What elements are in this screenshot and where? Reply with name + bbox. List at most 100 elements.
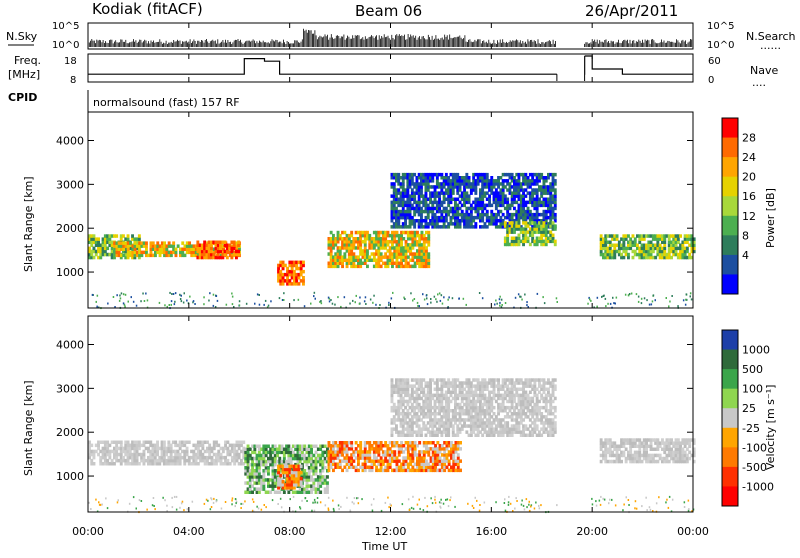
heatmap-cell — [262, 484, 265, 488]
heatmap-cell — [90, 244, 93, 248]
cpid-text: normalsound (fast) 157 RF — [93, 96, 240, 109]
heatmap-cell — [364, 469, 367, 473]
heatmap-cell — [440, 213, 443, 217]
scatter-cell — [439, 292, 441, 294]
heatmap-cell — [108, 453, 111, 457]
heatmap-cell — [355, 441, 358, 445]
heatmap-cell — [359, 444, 362, 448]
heatmap-cell — [446, 447, 449, 451]
heatmap-cell — [387, 231, 390, 235]
heatmap-cell — [328, 469, 331, 473]
heatmap-cell — [397, 173, 400, 177]
heatmap-cell — [474, 222, 477, 226]
heatmap-cell — [138, 237, 141, 241]
heatmap-cell — [490, 210, 493, 214]
heatmap-cell — [447, 415, 450, 419]
heatmap-cell — [636, 244, 639, 248]
heatmap-cell — [420, 213, 423, 217]
heatmap-cell — [413, 409, 416, 413]
heatmap-cell — [490, 403, 493, 407]
scatter-cell — [121, 292, 123, 294]
heatmap-cell — [488, 394, 491, 398]
heatmap-cell — [298, 282, 301, 286]
heatmap-cell — [504, 221, 507, 225]
heatmap-cell — [203, 241, 206, 245]
heatmap-cell — [497, 378, 500, 382]
heatmap-cell — [456, 198, 459, 202]
scatter-cell — [375, 304, 377, 306]
heatmap-cell — [459, 222, 462, 226]
heatmap-cell — [93, 234, 96, 238]
heatmap-cell — [357, 255, 360, 259]
heatmap-cell — [470, 204, 473, 208]
heatmap-cell — [282, 276, 285, 280]
heatmap-cell — [456, 424, 459, 428]
heatmap-cell — [359, 259, 362, 263]
scatter-cell — [213, 294, 215, 296]
heatmap-cell — [215, 462, 218, 466]
heatmap-cell — [427, 427, 430, 431]
heatmap-cell — [465, 191, 468, 195]
heatmap-cell — [391, 434, 394, 438]
heatmap-cell — [454, 388, 457, 392]
scatter-cell — [315, 298, 317, 300]
heatmap-cell — [282, 267, 285, 271]
heatmap-cell — [425, 246, 428, 250]
heatmap-cell — [380, 259, 383, 263]
heatmap-cell — [359, 441, 362, 445]
scatter-cell — [226, 304, 228, 306]
heatmap-cell — [434, 424, 437, 428]
heatmap-cell — [277, 477, 280, 481]
scatter-cell — [147, 299, 149, 301]
heatmap-cell — [211, 450, 214, 454]
scatter-cell — [136, 305, 138, 307]
heatmap-cell — [447, 378, 450, 382]
heatmap-cell — [339, 249, 342, 253]
heatmap-cell — [425, 444, 428, 448]
heatmap-cell — [303, 445, 306, 449]
heatmap-cell — [274, 457, 277, 461]
heatmap-cell — [357, 459, 360, 463]
heatmap-cell — [443, 463, 446, 467]
heatmap-cell — [418, 415, 421, 419]
heatmap-cell — [237, 241, 240, 245]
heatmap-cell — [416, 412, 419, 416]
scatter-cell — [169, 304, 171, 306]
heatmap-cell — [452, 430, 455, 434]
heatmap-cell — [545, 415, 548, 419]
heatmap-cell — [120, 444, 123, 448]
heatmap-cell — [427, 243, 430, 247]
heatmap-cell — [427, 240, 430, 244]
heatmap-cell — [341, 469, 344, 473]
heatmap-cell — [518, 427, 521, 431]
heatmap-cell — [447, 412, 450, 416]
heatmap-cell — [554, 182, 557, 186]
heatmap-cell — [456, 216, 459, 220]
heatmap-cell — [409, 185, 412, 189]
heatmap-cell — [300, 483, 303, 487]
heatmap-cell — [352, 243, 355, 247]
heatmap-cell — [675, 250, 678, 254]
scatter-cell — [494, 304, 496, 306]
heatmap-cell — [393, 403, 396, 407]
heatmap-cell — [422, 409, 425, 413]
heatmap-cell — [183, 444, 186, 448]
heatmap-cell — [337, 456, 340, 460]
heatmap-cell — [443, 185, 446, 189]
heatmap-cell — [387, 243, 390, 247]
heatmap-cell — [247, 460, 250, 464]
heatmap-cell — [554, 388, 557, 392]
heatmap-cell — [405, 259, 408, 263]
heatmap-cell — [404, 406, 407, 410]
scatter-cell — [537, 293, 539, 295]
heatmap-cell — [511, 434, 514, 438]
heatmap-cell — [210, 247, 213, 251]
heatmap-cell — [279, 474, 282, 478]
heatmap-cell — [233, 244, 236, 248]
heatmap-cell — [447, 388, 450, 392]
heatmap-cell — [339, 252, 342, 256]
heatmap-cell — [554, 173, 557, 177]
heatmap-cell — [407, 262, 410, 266]
power-colorbar-swatch — [722, 274, 738, 294]
heatmap-cell — [434, 213, 437, 217]
